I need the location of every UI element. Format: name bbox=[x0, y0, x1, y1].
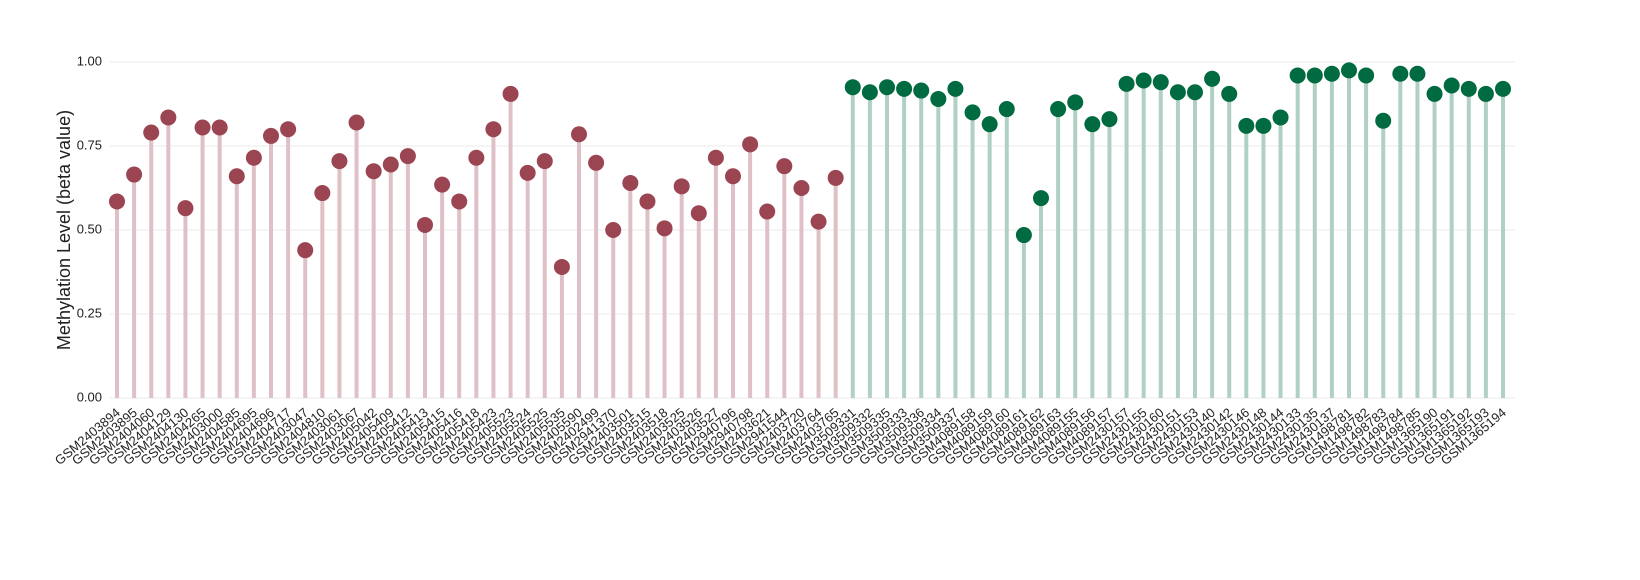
dot bbox=[399, 148, 416, 165]
dot bbox=[1477, 85, 1494, 102]
dot bbox=[1306, 67, 1323, 84]
dot bbox=[947, 80, 964, 97]
dot bbox=[1187, 84, 1203, 101]
dot bbox=[913, 82, 930, 99]
dot bbox=[1375, 112, 1392, 129]
dot bbox=[1135, 72, 1152, 89]
dot bbox=[297, 242, 314, 259]
dot bbox=[605, 222, 622, 238]
y-tick-label: 0.25 bbox=[77, 305, 102, 320]
dot bbox=[280, 121, 297, 138]
dot bbox=[690, 205, 707, 222]
dot bbox=[365, 163, 382, 180]
y-tick-label: 0.00 bbox=[77, 389, 102, 404]
dot bbox=[1341, 62, 1357, 79]
dot bbox=[981, 116, 998, 133]
dot bbox=[143, 124, 160, 141]
dot bbox=[211, 119, 228, 136]
y-tick-label: 1.00 bbox=[77, 53, 102, 68]
dot bbox=[1050, 101, 1067, 118]
dot bbox=[622, 174, 639, 191]
dot bbox=[1460, 80, 1477, 97]
dot bbox=[1255, 117, 1272, 134]
dot bbox=[707, 149, 724, 166]
dot bbox=[1221, 85, 1238, 102]
dot bbox=[759, 203, 776, 220]
dot bbox=[1443, 77, 1460, 94]
dot bbox=[1426, 85, 1443, 102]
dot bbox=[1272, 109, 1289, 126]
dot bbox=[1289, 67, 1306, 84]
dot bbox=[1392, 65, 1409, 82]
dot bbox=[536, 153, 553, 170]
dot bbox=[1084, 116, 1101, 133]
dot bbox=[1495, 80, 1511, 97]
dot bbox=[725, 168, 741, 185]
dot bbox=[879, 79, 895, 96]
dot bbox=[844, 79, 861, 96]
dot bbox=[827, 169, 844, 186]
dot bbox=[331, 153, 348, 170]
dot bbox=[126, 166, 143, 183]
dot bbox=[468, 149, 485, 166]
dot bbox=[861, 84, 878, 101]
y-axis-title: Methylation Level (beta value) bbox=[54, 110, 74, 350]
dot bbox=[194, 119, 211, 136]
dot bbox=[245, 149, 262, 166]
dot bbox=[639, 193, 656, 210]
dot bbox=[263, 127, 279, 144]
dot bbox=[1118, 75, 1135, 92]
dot bbox=[451, 193, 468, 210]
dot bbox=[434, 176, 451, 193]
dot bbox=[793, 180, 810, 196]
dot bbox=[228, 168, 245, 185]
y-tick-label: 0.75 bbox=[77, 137, 102, 152]
dot bbox=[998, 101, 1015, 118]
dot bbox=[964, 104, 981, 121]
dot bbox=[1169, 84, 1186, 101]
y-tick-label: 0.50 bbox=[77, 221, 102, 236]
dot bbox=[1015, 227, 1032, 244]
dot bbox=[1101, 111, 1118, 128]
dot bbox=[1204, 70, 1221, 87]
dot bbox=[1323, 65, 1340, 82]
dot bbox=[742, 136, 759, 153]
dot bbox=[930, 90, 947, 107]
dot bbox=[502, 85, 519, 102]
dot bbox=[160, 109, 177, 126]
dot bbox=[656, 220, 673, 237]
dot bbox=[1409, 65, 1426, 82]
dot bbox=[896, 80, 913, 97]
dot bbox=[1067, 94, 1084, 111]
dot bbox=[382, 156, 399, 173]
dot bbox=[1358, 67, 1375, 84]
dot bbox=[673, 178, 690, 195]
dot bbox=[177, 200, 194, 217]
dot bbox=[588, 154, 605, 171]
dot bbox=[1238, 117, 1255, 134]
dot bbox=[776, 158, 793, 175]
dot bbox=[571, 126, 587, 143]
dot bbox=[485, 121, 502, 138]
dot bbox=[348, 114, 365, 131]
dot bbox=[314, 185, 331, 202]
dot bbox=[1033, 190, 1049, 207]
dot bbox=[519, 164, 536, 181]
dot bbox=[109, 193, 125, 210]
dot bbox=[810, 213, 827, 230]
dot bbox=[417, 216, 433, 233]
dot bbox=[1152, 74, 1169, 91]
dot bbox=[553, 258, 570, 275]
